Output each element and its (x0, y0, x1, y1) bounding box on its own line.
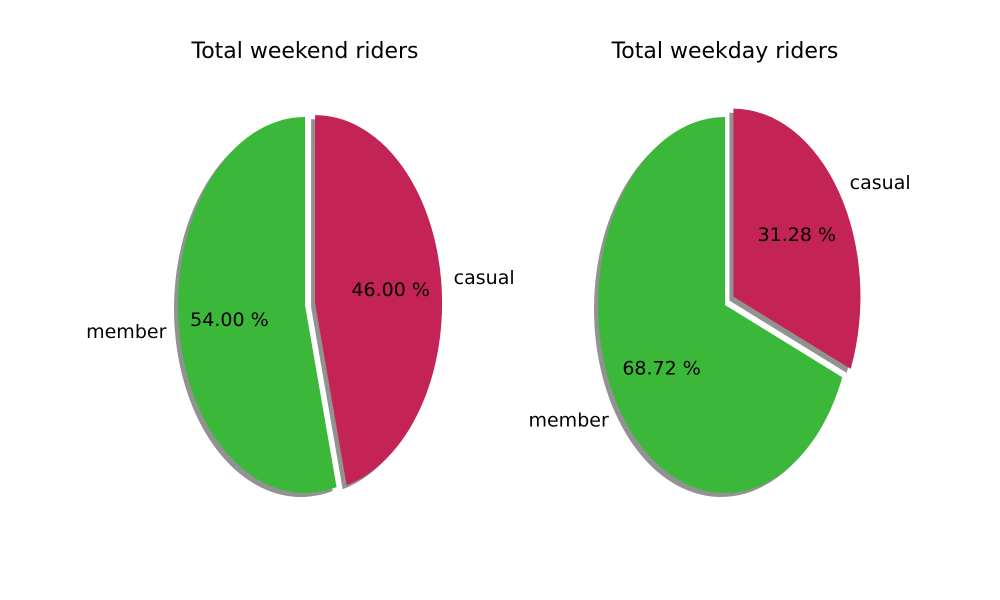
slice-label: member (86, 321, 166, 343)
chart-title: Total weekday riders (611, 39, 839, 64)
chart-title: Total weekend riders (191, 39, 419, 64)
pie-slice-casual (733, 108, 861, 369)
percentage-label: 46.00 % (351, 279, 430, 301)
pie-chart-weekday: Total weekday riders member 68.72 % casual… (528, 39, 911, 497)
percentage-label: 31.28 % (758, 224, 837, 246)
pie-slice-member (178, 117, 337, 493)
pie-slice-casual (315, 115, 443, 486)
slice-label: member (528, 410, 608, 432)
pie-chart-weekend: Total weekend riders member 54.00 % casual… (86, 39, 515, 497)
slice-label: casual (850, 172, 911, 194)
slice-label: casual (454, 267, 515, 289)
pie-slice-member (598, 117, 843, 493)
percentage-label: 54.00 % (190, 309, 269, 331)
percentage-label: 68.72 % (622, 358, 701, 380)
